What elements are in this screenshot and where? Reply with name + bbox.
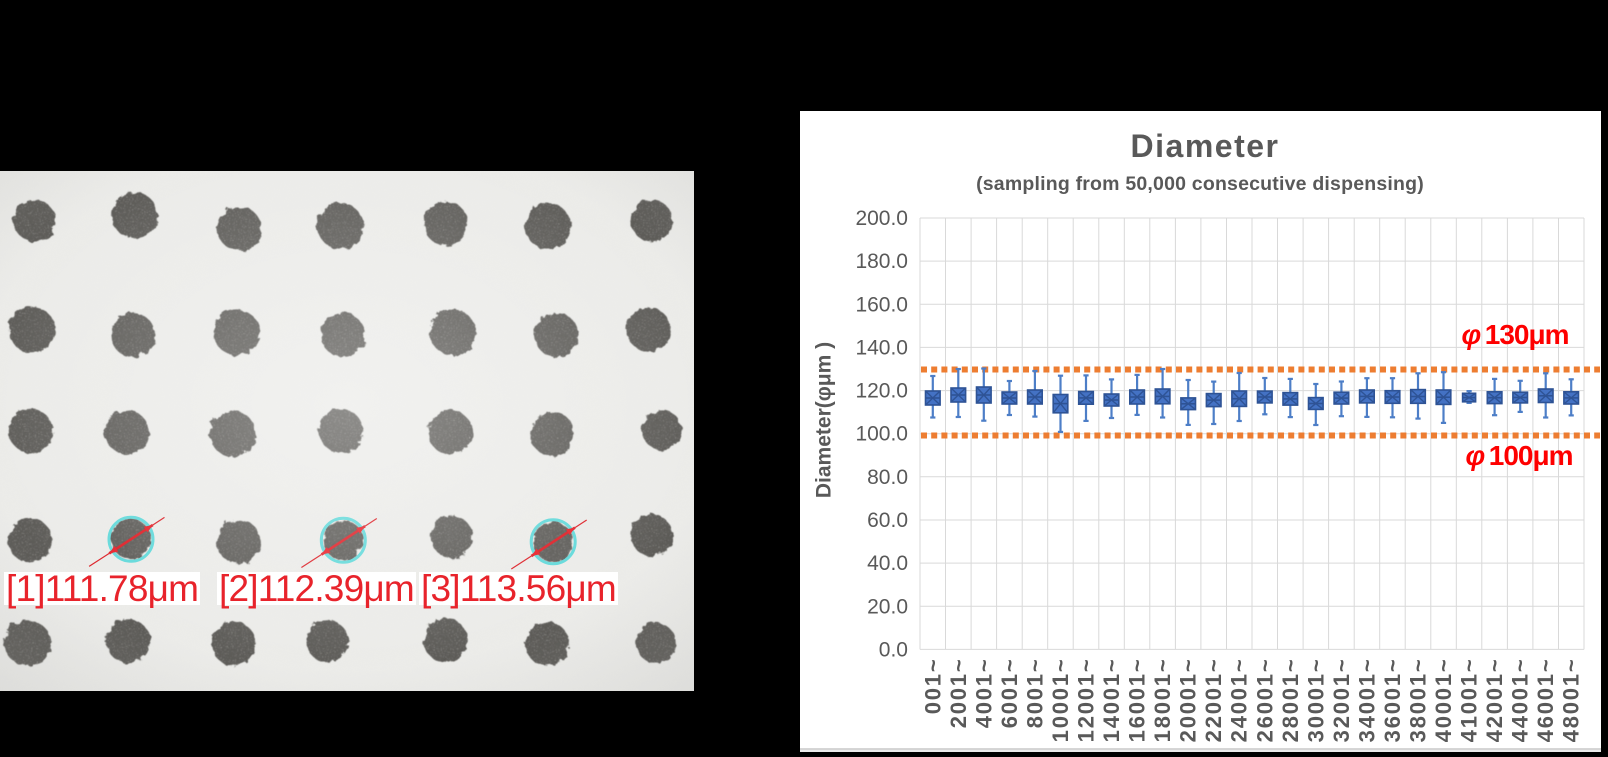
svg-text:6001~: 6001~ (997, 658, 1022, 729)
svg-text:41001~: 41001~ (1457, 658, 1482, 743)
svg-text:32001~: 32001~ (1329, 658, 1354, 743)
svg-text:001~: 001~ (920, 658, 945, 715)
svg-text:Diameter(φμm ): Diameter(φμm ) (813, 342, 836, 498)
svg-text:2001~: 2001~ (946, 658, 971, 729)
svg-text:30001~: 30001~ (1303, 658, 1328, 743)
svg-text:160.0: 160.0 (855, 293, 908, 316)
svg-text:40.0: 40.0 (867, 552, 908, 575)
svg-text:16001~: 16001~ (1125, 658, 1150, 743)
svg-text:14001~: 14001~ (1099, 658, 1124, 743)
svg-text:18001~: 18001~ (1150, 658, 1175, 743)
svg-text:46001~: 46001~ (1533, 658, 1558, 743)
svg-text:38001~: 38001~ (1406, 658, 1431, 743)
svg-text:(sampling from 50,000 consecut: (sampling from 50,000 consecutive dispen… (976, 173, 1424, 195)
svg-text:120.0: 120.0 (855, 380, 908, 403)
svg-text:8001~: 8001~ (1022, 658, 1047, 729)
svg-text:40001~: 40001~ (1431, 658, 1456, 743)
svg-text:10001~: 10001~ (1048, 658, 1073, 743)
svg-text:100.0: 100.0 (855, 423, 908, 446)
svg-text:φ 130μm: φ 130μm (1461, 319, 1568, 350)
svg-text:60.0: 60.0 (867, 509, 908, 532)
svg-text:0.0: 0.0 (879, 638, 908, 661)
svg-text:48001~: 48001~ (1559, 658, 1584, 743)
svg-text:80.0: 80.0 (867, 466, 908, 489)
svg-text:140.0: 140.0 (855, 336, 908, 359)
svg-text:φ 100μm: φ 100μm (1465, 440, 1572, 471)
svg-text:24001~: 24001~ (1227, 658, 1252, 743)
svg-text:20.0: 20.0 (867, 595, 908, 618)
svg-text:34001~: 34001~ (1354, 658, 1379, 743)
svg-text:28001~: 28001~ (1278, 658, 1303, 743)
svg-text:200.0: 200.0 (855, 207, 908, 230)
svg-text:22001~: 22001~ (1201, 658, 1226, 743)
svg-text:20001~: 20001~ (1176, 658, 1201, 743)
svg-text:42001~: 42001~ (1482, 658, 1507, 743)
svg-text:26001~: 26001~ (1252, 658, 1277, 743)
svg-text:36001~: 36001~ (1380, 658, 1405, 743)
svg-text:4001~: 4001~ (971, 658, 996, 729)
svg-text:12001~: 12001~ (1074, 658, 1099, 743)
svg-text:Diameter: Diameter (1131, 128, 1280, 164)
svg-text:180.0: 180.0 (855, 250, 908, 273)
svg-text:44001~: 44001~ (1508, 658, 1533, 743)
